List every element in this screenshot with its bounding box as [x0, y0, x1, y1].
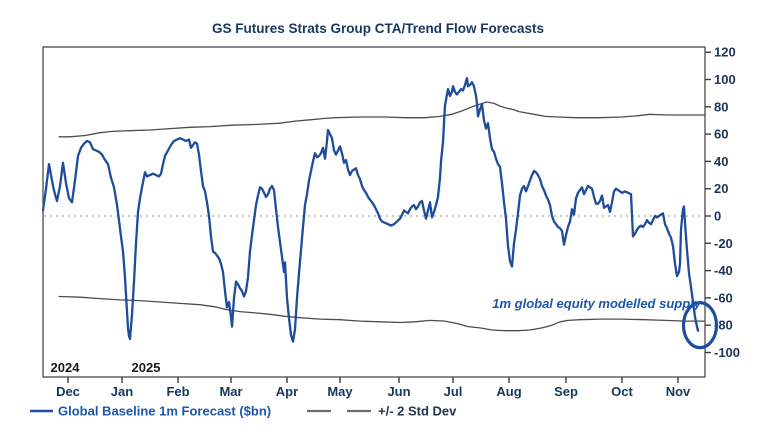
annotation-equity-supply: 1m global equity modelled supply	[492, 296, 702, 311]
y-tick-label-80: 80	[714, 99, 728, 114]
y-tick-label-40: 40	[714, 154, 728, 169]
plot-area: Dec Jan Feb Mar Apr May Jun Jul Aug Sep Oct Nov 120 1…	[41, 45, 740, 399]
lower-stddev-line	[58, 295, 706, 332]
x-tick-label-mar: Mar	[219, 384, 242, 399]
x-tick-label-oct: Oct	[611, 384, 633, 399]
highlight-ellipse	[681, 301, 719, 350]
x-tick-label-dec: Dec	[56, 384, 80, 399]
x-tick-label-feb: Feb	[166, 384, 189, 399]
x-tick-label-jun: Jun	[387, 384, 410, 399]
chart-title: GS Futures Strats Group CTA/Trend Flow F…	[212, 21, 544, 36]
y-tick-label--80: -80	[714, 318, 733, 333]
legend: Global Baseline 1m Forecast ($bn) +/- 2 …	[30, 404, 457, 419]
plot-border	[42, 46, 706, 378]
x-tick-label-may: May	[327, 384, 353, 399]
year-label-2024: 2024	[51, 360, 81, 375]
x-tick-label-jan: Jan	[111, 384, 133, 399]
legend-stddev-label: +/- 2 Std Dev	[378, 404, 457, 419]
y-tick-label-60: 60	[714, 127, 728, 142]
year-label-2025: 2025	[132, 360, 161, 375]
legend-forecast-label: Global Baseline 1m Forecast ($bn)	[58, 404, 271, 419]
y-tick-label--100: -100	[714, 345, 740, 360]
y-tick-label--60: -60	[714, 290, 733, 305]
x-tick-label-aug: Aug	[496, 384, 521, 399]
y-tick-label-0: 0	[714, 209, 721, 224]
x-tick-label-nov: Nov	[666, 384, 691, 399]
y-tick-label--20: -20	[714, 236, 733, 251]
x-tick-label-sep: Sep	[554, 384, 578, 399]
forecast-line	[41, 76, 700, 343]
y-tick-label-100: 100	[714, 72, 736, 87]
y-tick-label--40: -40	[714, 263, 733, 278]
x-tick-label-apr: Apr	[276, 384, 298, 399]
y-tick-label-120: 120	[714, 45, 736, 60]
y-tick-label-20: 20	[714, 181, 728, 196]
x-tick-label-jul: Jul	[444, 384, 463, 399]
upper-stddev-line	[58, 101, 706, 138]
